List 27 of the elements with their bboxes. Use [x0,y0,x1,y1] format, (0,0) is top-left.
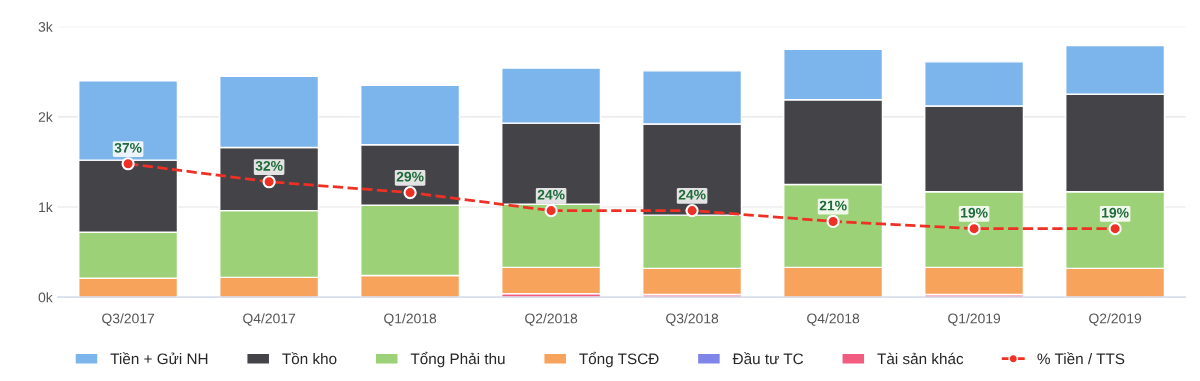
y-tick-label: 3k [38,21,53,32]
legend-label: Đầu tư TC [732,352,804,365]
y-tick-label: 0k [38,292,53,303]
x-tick-label: Q1/2018 [384,313,437,326]
legend-label: Tổng TSCĐ [579,351,659,368]
data-label: 19% [1102,207,1129,218]
x-tick-label: Q3/2017 [102,313,155,326]
legend-label: Tổng Phải thu [410,351,505,368]
legend-label: Tiền + Gửi NH [110,352,208,365]
data-label: 37% [114,142,142,153]
data-label: 32% [255,160,283,171]
x-tick-label: Q4/2017 [243,313,296,326]
legend-label: Tài sản khác [877,352,964,365]
x-tick-label: Q1/2019 [948,313,1001,326]
y-tick-label: 2k [38,111,53,122]
legend-label: Tồn kho [282,352,337,365]
data-label: 29% [396,171,424,182]
x-tick-label: Q3/2018 [666,313,719,326]
x-tick-label: Q4/2018 [807,313,860,326]
legend-label: % Tiền / TTS [1037,352,1125,365]
x-tick-label: Q2/2019 [1089,313,1142,326]
data-label: 19% [961,207,988,218]
data-label: 24% [537,189,565,200]
x-tick-label: Q2/2018 [525,313,578,326]
y-tick-label: 1k [39,201,53,213]
data-label: 24% [678,189,706,200]
data-label: 21% [819,200,847,211]
